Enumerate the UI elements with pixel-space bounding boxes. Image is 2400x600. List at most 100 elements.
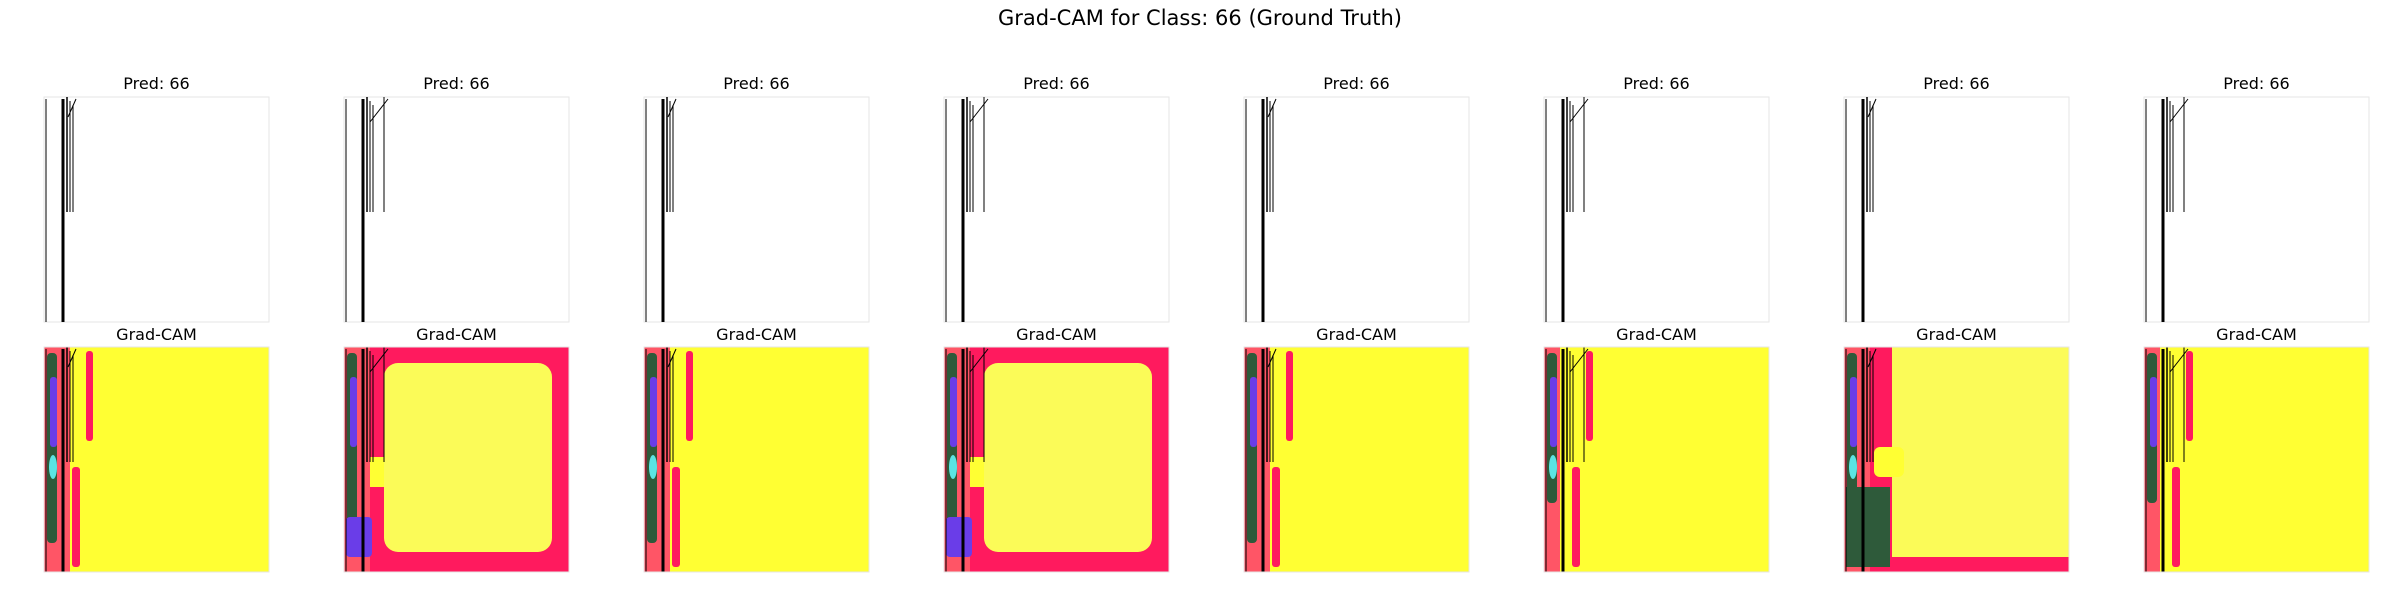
heatmap-hot-streak <box>2186 351 2193 441</box>
pred-panel-8 <box>2143 96 2370 323</box>
heatmap-cyan-spot <box>949 455 957 479</box>
pred-title: Pred: 66 <box>1923 74 1989 93</box>
heatmap-base <box>1544 347 1769 572</box>
cam-stroke <box>969 348 989 373</box>
heatmap-cold-region <box>50 377 57 447</box>
heatmap-cold-region <box>1550 377 1557 447</box>
heatmap-warm-patch <box>1874 447 1904 477</box>
heatmap-hot-streak <box>72 467 80 567</box>
pred-image-frame <box>1543 96 1770 323</box>
pred-panel-3 <box>643 96 870 323</box>
heatmap-cyan-spot <box>49 455 57 479</box>
pred-panel-1 <box>43 96 270 323</box>
pred-image-frame <box>2143 96 2370 323</box>
cam-stroke <box>67 348 77 368</box>
pred-panel-4 <box>943 96 1170 323</box>
gradcam-panel-4 <box>943 346 1170 573</box>
heatmap-base <box>2144 347 2369 572</box>
heatmap-inner-warm <box>1892 347 2069 557</box>
heatmap-hot-streak <box>686 351 693 441</box>
heatmap-hot-streak <box>1586 351 1593 441</box>
heatmap-frame <box>2143 346 2370 573</box>
heatmap-frame <box>1243 346 1470 573</box>
heatmap-base <box>1244 347 1469 572</box>
pred-title: Pred: 66 <box>1623 74 1689 93</box>
gradcam-title: Grad-CAM <box>1616 325 1697 344</box>
gradcam-title: Grad-CAM <box>1016 325 1097 344</box>
heatmap-inner-warm <box>384 363 552 552</box>
pred-stroke <box>1867 98 1877 118</box>
gradcam-panel-7 <box>1843 346 2070 573</box>
heatmap-frame <box>43 346 270 573</box>
pred-title: Pred: 66 <box>123 74 189 93</box>
heatmap-frame <box>1543 346 1770 573</box>
gradcam-title: Grad-CAM <box>2216 325 2297 344</box>
heatmap-hot-streak <box>86 351 93 441</box>
pred-title: Pred: 66 <box>2223 74 2289 93</box>
heatmap-cold-region <box>1250 377 1257 447</box>
cam-stroke <box>1569 348 1589 373</box>
heatmap-cyan-spot <box>649 455 657 479</box>
heatmap-cyan-spot <box>1549 455 1557 479</box>
cam-stroke <box>2169 348 2189 373</box>
pred-stroke <box>1267 98 1277 118</box>
heatmap-hot-streak <box>1272 467 1280 567</box>
pred-panel-7 <box>1843 96 2070 323</box>
pred-stroke <box>1569 98 1589 123</box>
gradcam-panel-2 <box>343 346 570 573</box>
pred-panel-2 <box>343 96 570 323</box>
heatmap-frame <box>343 346 570 573</box>
cam-stroke <box>1867 348 1877 368</box>
gradcam-title: Grad-CAM <box>1316 325 1397 344</box>
pred-image-frame <box>1243 96 1470 323</box>
pred-title: Pred: 66 <box>723 74 789 93</box>
heatmap-dark-region <box>1846 487 1890 567</box>
pred-title: Pred: 66 <box>1023 74 1089 93</box>
pred-title: Pred: 66 <box>1323 74 1389 93</box>
heatmap-hot-streak <box>1572 467 1580 567</box>
heatmap-hot-streak <box>1286 351 1293 441</box>
gradcam-panel-1 <box>43 346 270 573</box>
heatmap-cold-region <box>1850 377 1857 447</box>
heatmap-cold-region <box>946 517 972 557</box>
pred-image-frame <box>43 96 270 323</box>
pred-stroke <box>969 98 989 123</box>
pred-image-frame <box>643 96 870 323</box>
heatmap-inner-warm <box>984 363 1152 552</box>
heatmap-frame <box>943 346 1170 573</box>
gradcam-title: Grad-CAM <box>716 325 797 344</box>
pred-image-frame <box>343 96 570 323</box>
gradcam-panel-6 <box>1543 346 1770 573</box>
gradcam-panel-8 <box>2143 346 2370 573</box>
pred-stroke <box>2169 98 2189 123</box>
heatmap-cold-region <box>650 377 657 447</box>
pred-stroke <box>667 98 677 118</box>
heatmap-cold-region <box>350 377 357 447</box>
cam-stroke <box>1267 348 1277 368</box>
gradcam-panel-3 <box>643 346 870 573</box>
cam-stroke <box>667 348 677 368</box>
figure-title: Grad-CAM for Class: 66 (Ground Truth) <box>998 6 1402 30</box>
heatmap-base <box>644 347 869 572</box>
pred-stroke <box>67 98 77 118</box>
pred-image-frame <box>1843 96 2070 323</box>
heatmap-cyan-spot <box>1849 455 1857 479</box>
heatmap-hot-streak <box>2172 467 2180 567</box>
gradcam-title: Grad-CAM <box>116 325 197 344</box>
pred-panel-6 <box>1543 96 1770 323</box>
pred-panel-5 <box>1243 96 1470 323</box>
heatmap-cold-region <box>2150 377 2157 447</box>
heatmap-hot-streak <box>672 467 680 567</box>
pred-title: Pred: 66 <box>423 74 489 93</box>
heatmap-cold-region <box>346 517 372 557</box>
pred-stroke <box>369 98 389 123</box>
heatmap-frame <box>1843 346 2070 573</box>
heatmap-cold-region <box>950 377 957 447</box>
gradcam-panel-5 <box>1243 346 1470 573</box>
heatmap-base <box>44 347 269 572</box>
heatmap-frame <box>643 346 870 573</box>
gradcam-title: Grad-CAM <box>1916 325 1997 344</box>
cam-stroke <box>369 348 389 373</box>
pred-image-frame <box>943 96 1170 323</box>
